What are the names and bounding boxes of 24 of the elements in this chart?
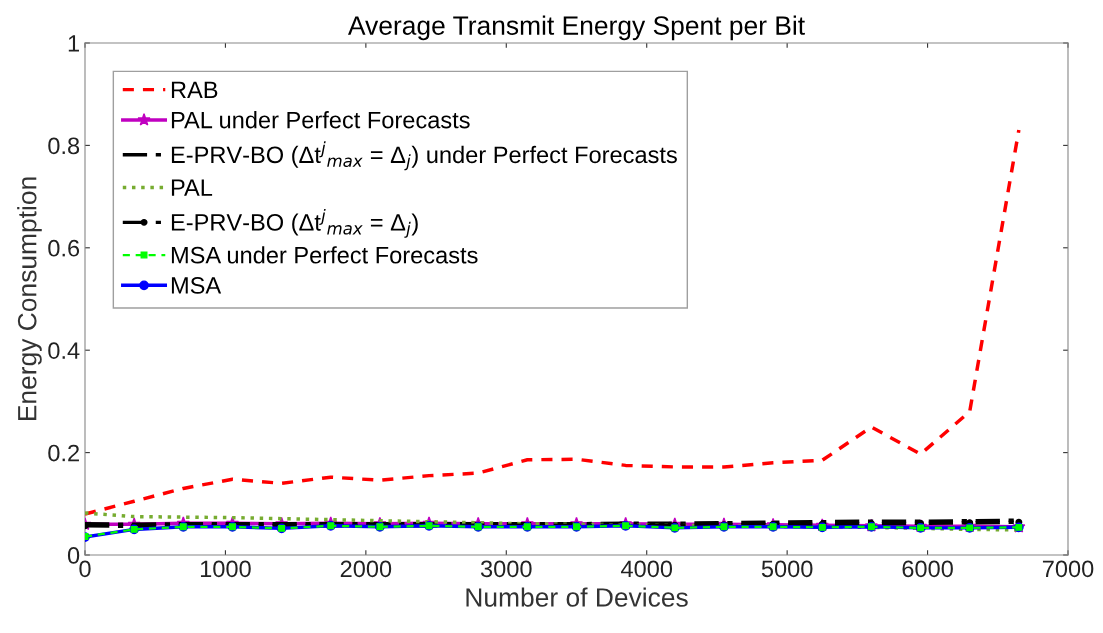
- x-tick-label: 4000: [621, 560, 673, 578]
- legend-label: MSA under Perfect Forecasts: [171, 246, 478, 264]
- y-tick-label: 0.6: [48, 239, 80, 257]
- legend-label: E-PRV-BO (Δt$^{j}$$_{max}$ = Δ$_{j}$) under Perfect Forecasts: [171, 141, 677, 171]
- x-tick-label: 6000: [902, 560, 953, 578]
- x-tick-label: 3000: [480, 560, 532, 578]
- legend-label: E-PRV-BO (Δt$^{j}$$_{max}$ = Δ$_{j}$): [171, 208, 418, 238]
- y-axis-title: Energy Consumption: [17, 177, 42, 421]
- chart-title: Average Transmit Energy Spent per Bit: [347, 15, 805, 41]
- legend-label: RAB: [171, 81, 218, 98]
- y-tick-label: 0.4: [48, 342, 80, 359]
- legend-label: PAL under Perfect Forecasts: [171, 111, 470, 129]
- y-tick-label: 1: [68, 35, 79, 52]
- y-tick-label: 0: [67, 547, 80, 564]
- legend-label: MSA: [171, 277, 222, 294]
- x-axis-title: Number of Devices: [466, 587, 688, 607]
- x-tick-label: 2000: [340, 560, 392, 578]
- y-tick-label: 0.2: [48, 444, 79, 462]
- x-tick-label: 5000: [761, 560, 813, 578]
- x-tick-label: 7000: [1042, 560, 1094, 578]
- y-tick-label: 0.8: [48, 137, 80, 155]
- legend-label: PAL: [171, 179, 213, 196]
- x-tick-label: 0: [79, 560, 91, 578]
- x-tick-label: 1000: [200, 560, 251, 578]
